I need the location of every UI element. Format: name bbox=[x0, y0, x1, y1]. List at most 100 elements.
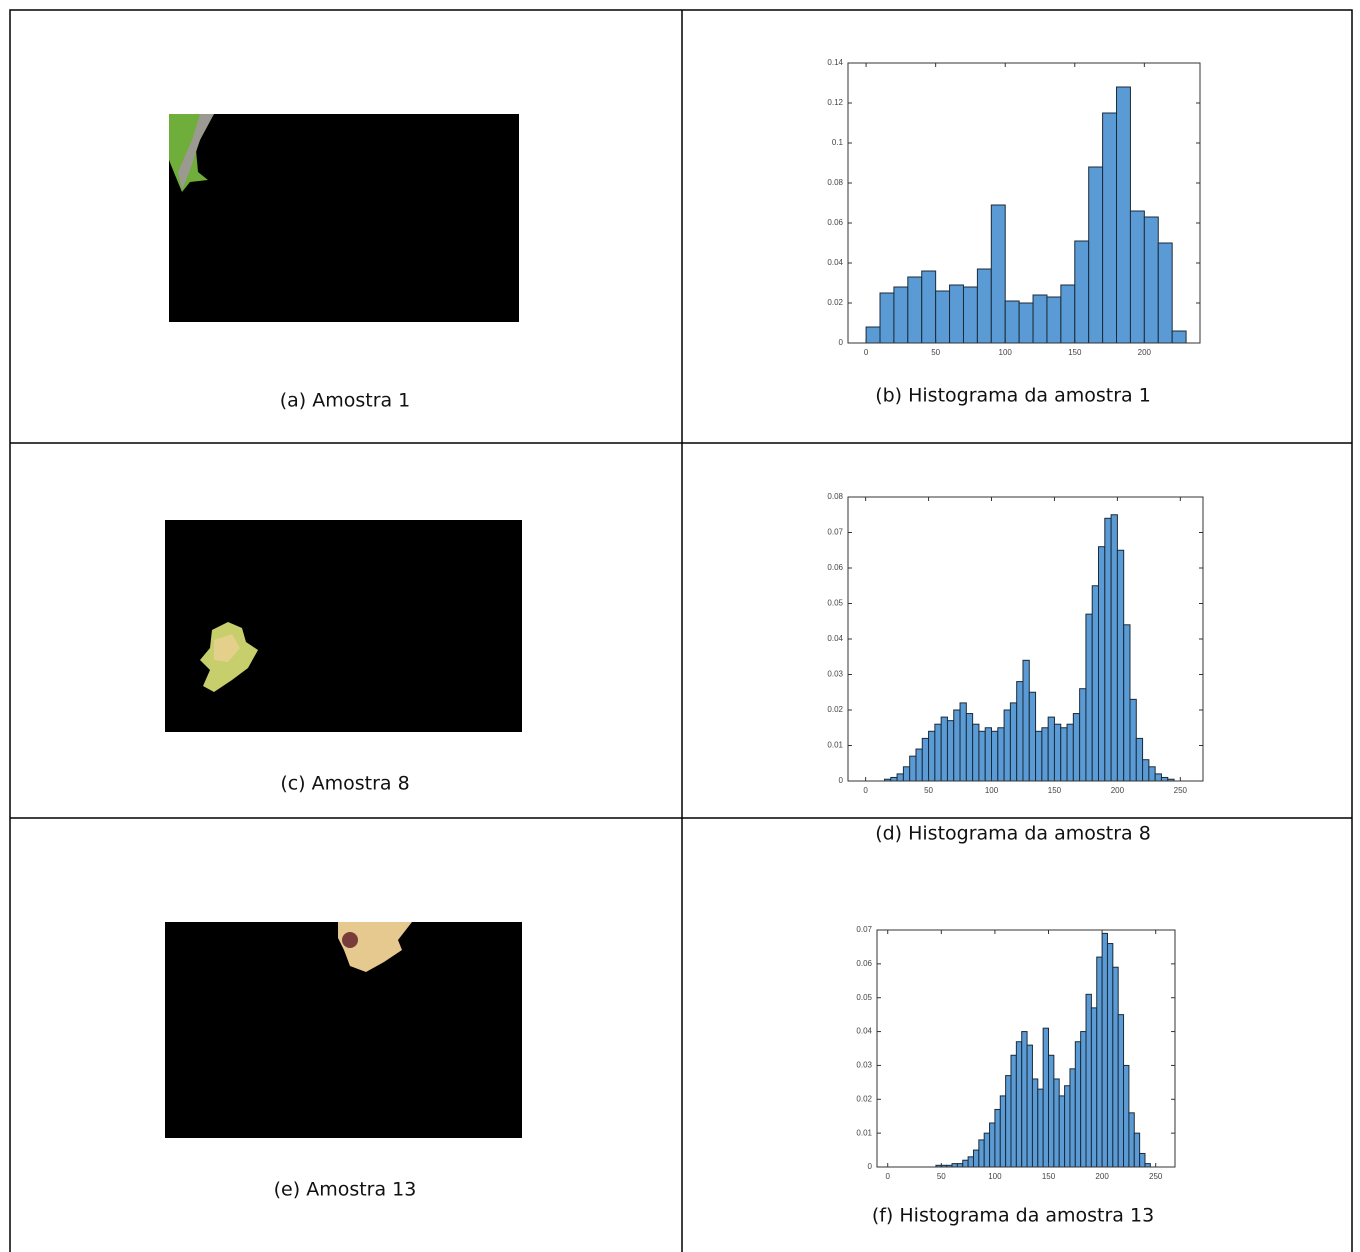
bar bbox=[1031, 1078, 1039, 1168]
y-tick-label: 0.01 bbox=[856, 1128, 872, 1137]
bar bbox=[1053, 1078, 1060, 1168]
bar bbox=[1088, 166, 1104, 344]
bar bbox=[1079, 688, 1087, 782]
caption: (b) Histograma da amostra 1 bbox=[875, 385, 1151, 407]
bar bbox=[1104, 517, 1112, 782]
x-tick-label: 150 bbox=[1068, 348, 1082, 357]
bar bbox=[1060, 727, 1068, 782]
bar bbox=[965, 713, 974, 782]
bar bbox=[915, 748, 923, 782]
x-tick-label: 100 bbox=[999, 348, 1013, 357]
bar bbox=[994, 1108, 1001, 1168]
y-tick-label: 0.04 bbox=[827, 258, 843, 267]
bar bbox=[921, 270, 937, 344]
y-tick-label: 0.06 bbox=[827, 563, 843, 572]
x-tick-label: 50 bbox=[931, 348, 940, 357]
bar bbox=[934, 723, 942, 782]
bar bbox=[978, 1139, 985, 1168]
bar bbox=[1015, 1041, 1023, 1168]
y-tick-label: 0.12 bbox=[827, 98, 843, 107]
axes-box bbox=[876, 929, 1176, 1168]
histogram-chart: 0 0.02 0.04 0.06 0.08 0.1 0.12 0.14 0 50 100 150 200 bbox=[827, 58, 1201, 357]
leaf-spot bbox=[342, 932, 358, 948]
bar bbox=[1074, 1041, 1082, 1168]
bar bbox=[1116, 86, 1131, 344]
caption: (c) Amostra 8 bbox=[280, 773, 409, 795]
bar bbox=[1072, 713, 1081, 782]
x-tick-label: 250 bbox=[1174, 786, 1188, 795]
histogram-chart: 0 0.01 0.02 0.03 0.04 0.05 0.06 0.07 0 50 100 150 20… bbox=[856, 925, 1176, 1181]
y-tick-label: 0.14 bbox=[827, 58, 843, 67]
bar bbox=[990, 204, 1006, 344]
y-tick-label: 0.04 bbox=[856, 1027, 872, 1036]
x-tick-label: 0 bbox=[863, 786, 868, 795]
bar bbox=[1101, 932, 1108, 1168]
bar bbox=[946, 720, 955, 782]
bar bbox=[940, 716, 948, 782]
bar bbox=[1046, 296, 1062, 344]
bar bbox=[984, 727, 993, 782]
bar bbox=[1028, 691, 1037, 782]
histogram-chart: 0 0.01 0.02 0.03 0.04 0.05 0.06 0.07 0.08 0 50 100 1… bbox=[827, 492, 1204, 795]
bar bbox=[978, 730, 986, 782]
bar bbox=[1032, 294, 1048, 344]
bar bbox=[1003, 709, 1011, 782]
bar bbox=[1090, 1007, 1098, 1168]
y-tick-label: 0.08 bbox=[827, 492, 843, 501]
y-tick-label: 0.01 bbox=[827, 741, 843, 750]
bar bbox=[972, 1149, 980, 1168]
image-background bbox=[169, 114, 519, 322]
bar bbox=[967, 1156, 974, 1168]
axes-box bbox=[847, 62, 1201, 344]
bar bbox=[1069, 1068, 1076, 1168]
y-tick-label: 0.07 bbox=[827, 528, 843, 537]
bar bbox=[935, 290, 951, 344]
bar bbox=[1096, 956, 1103, 1168]
bar bbox=[1171, 330, 1187, 344]
bar bbox=[1154, 773, 1162, 782]
x-tick-label: 200 bbox=[1095, 1172, 1109, 1181]
bar bbox=[1022, 659, 1030, 782]
bar bbox=[1004, 300, 1020, 344]
bar bbox=[890, 776, 898, 782]
bar bbox=[928, 730, 936, 782]
x-tick-label: 100 bbox=[985, 786, 999, 795]
table-grid bbox=[9, 9, 1353, 1252]
bar bbox=[1047, 716, 1055, 782]
x-tick-label: 50 bbox=[924, 786, 933, 795]
y-tick-label: 0 bbox=[839, 776, 844, 785]
bar bbox=[1018, 302, 1034, 344]
bar bbox=[989, 1122, 996, 1168]
bar bbox=[1106, 943, 1114, 1168]
bar bbox=[1129, 210, 1145, 344]
bar bbox=[1010, 1054, 1017, 1168]
bar bbox=[1160, 776, 1169, 782]
y-tick-label: 0.07 bbox=[856, 925, 872, 934]
bar bbox=[1009, 702, 1018, 782]
y-tick-label: 0 bbox=[839, 338, 844, 347]
bar bbox=[1116, 549, 1125, 782]
bar bbox=[909, 755, 917, 782]
bar bbox=[949, 284, 964, 344]
bar bbox=[1085, 613, 1093, 782]
bar bbox=[1123, 624, 1131, 782]
charts: 0 0.02 0.04 0.06 0.08 0.1 0.12 0.14 0 50 100 150 200… bbox=[827, 58, 1204, 1181]
y-tick-label: 0.04 bbox=[827, 634, 843, 643]
bar bbox=[1037, 1088, 1044, 1168]
bar bbox=[1102, 112, 1118, 344]
bar bbox=[1060, 284, 1076, 344]
leaf-edge bbox=[178, 114, 214, 190]
bar bbox=[1123, 1064, 1130, 1168]
bar bbox=[1085, 993, 1092, 1168]
bar bbox=[972, 723, 980, 782]
y-tick-label: 0.1 bbox=[832, 138, 844, 147]
x-tick-label: 200 bbox=[1138, 348, 1152, 357]
bar bbox=[1035, 730, 1043, 782]
bar bbox=[956, 1163, 964, 1168]
bar bbox=[1110, 514, 1118, 782]
bar bbox=[1058, 1095, 1066, 1168]
bar bbox=[1042, 1027, 1050, 1168]
bar bbox=[983, 1132, 991, 1168]
sample-image bbox=[165, 520, 522, 732]
